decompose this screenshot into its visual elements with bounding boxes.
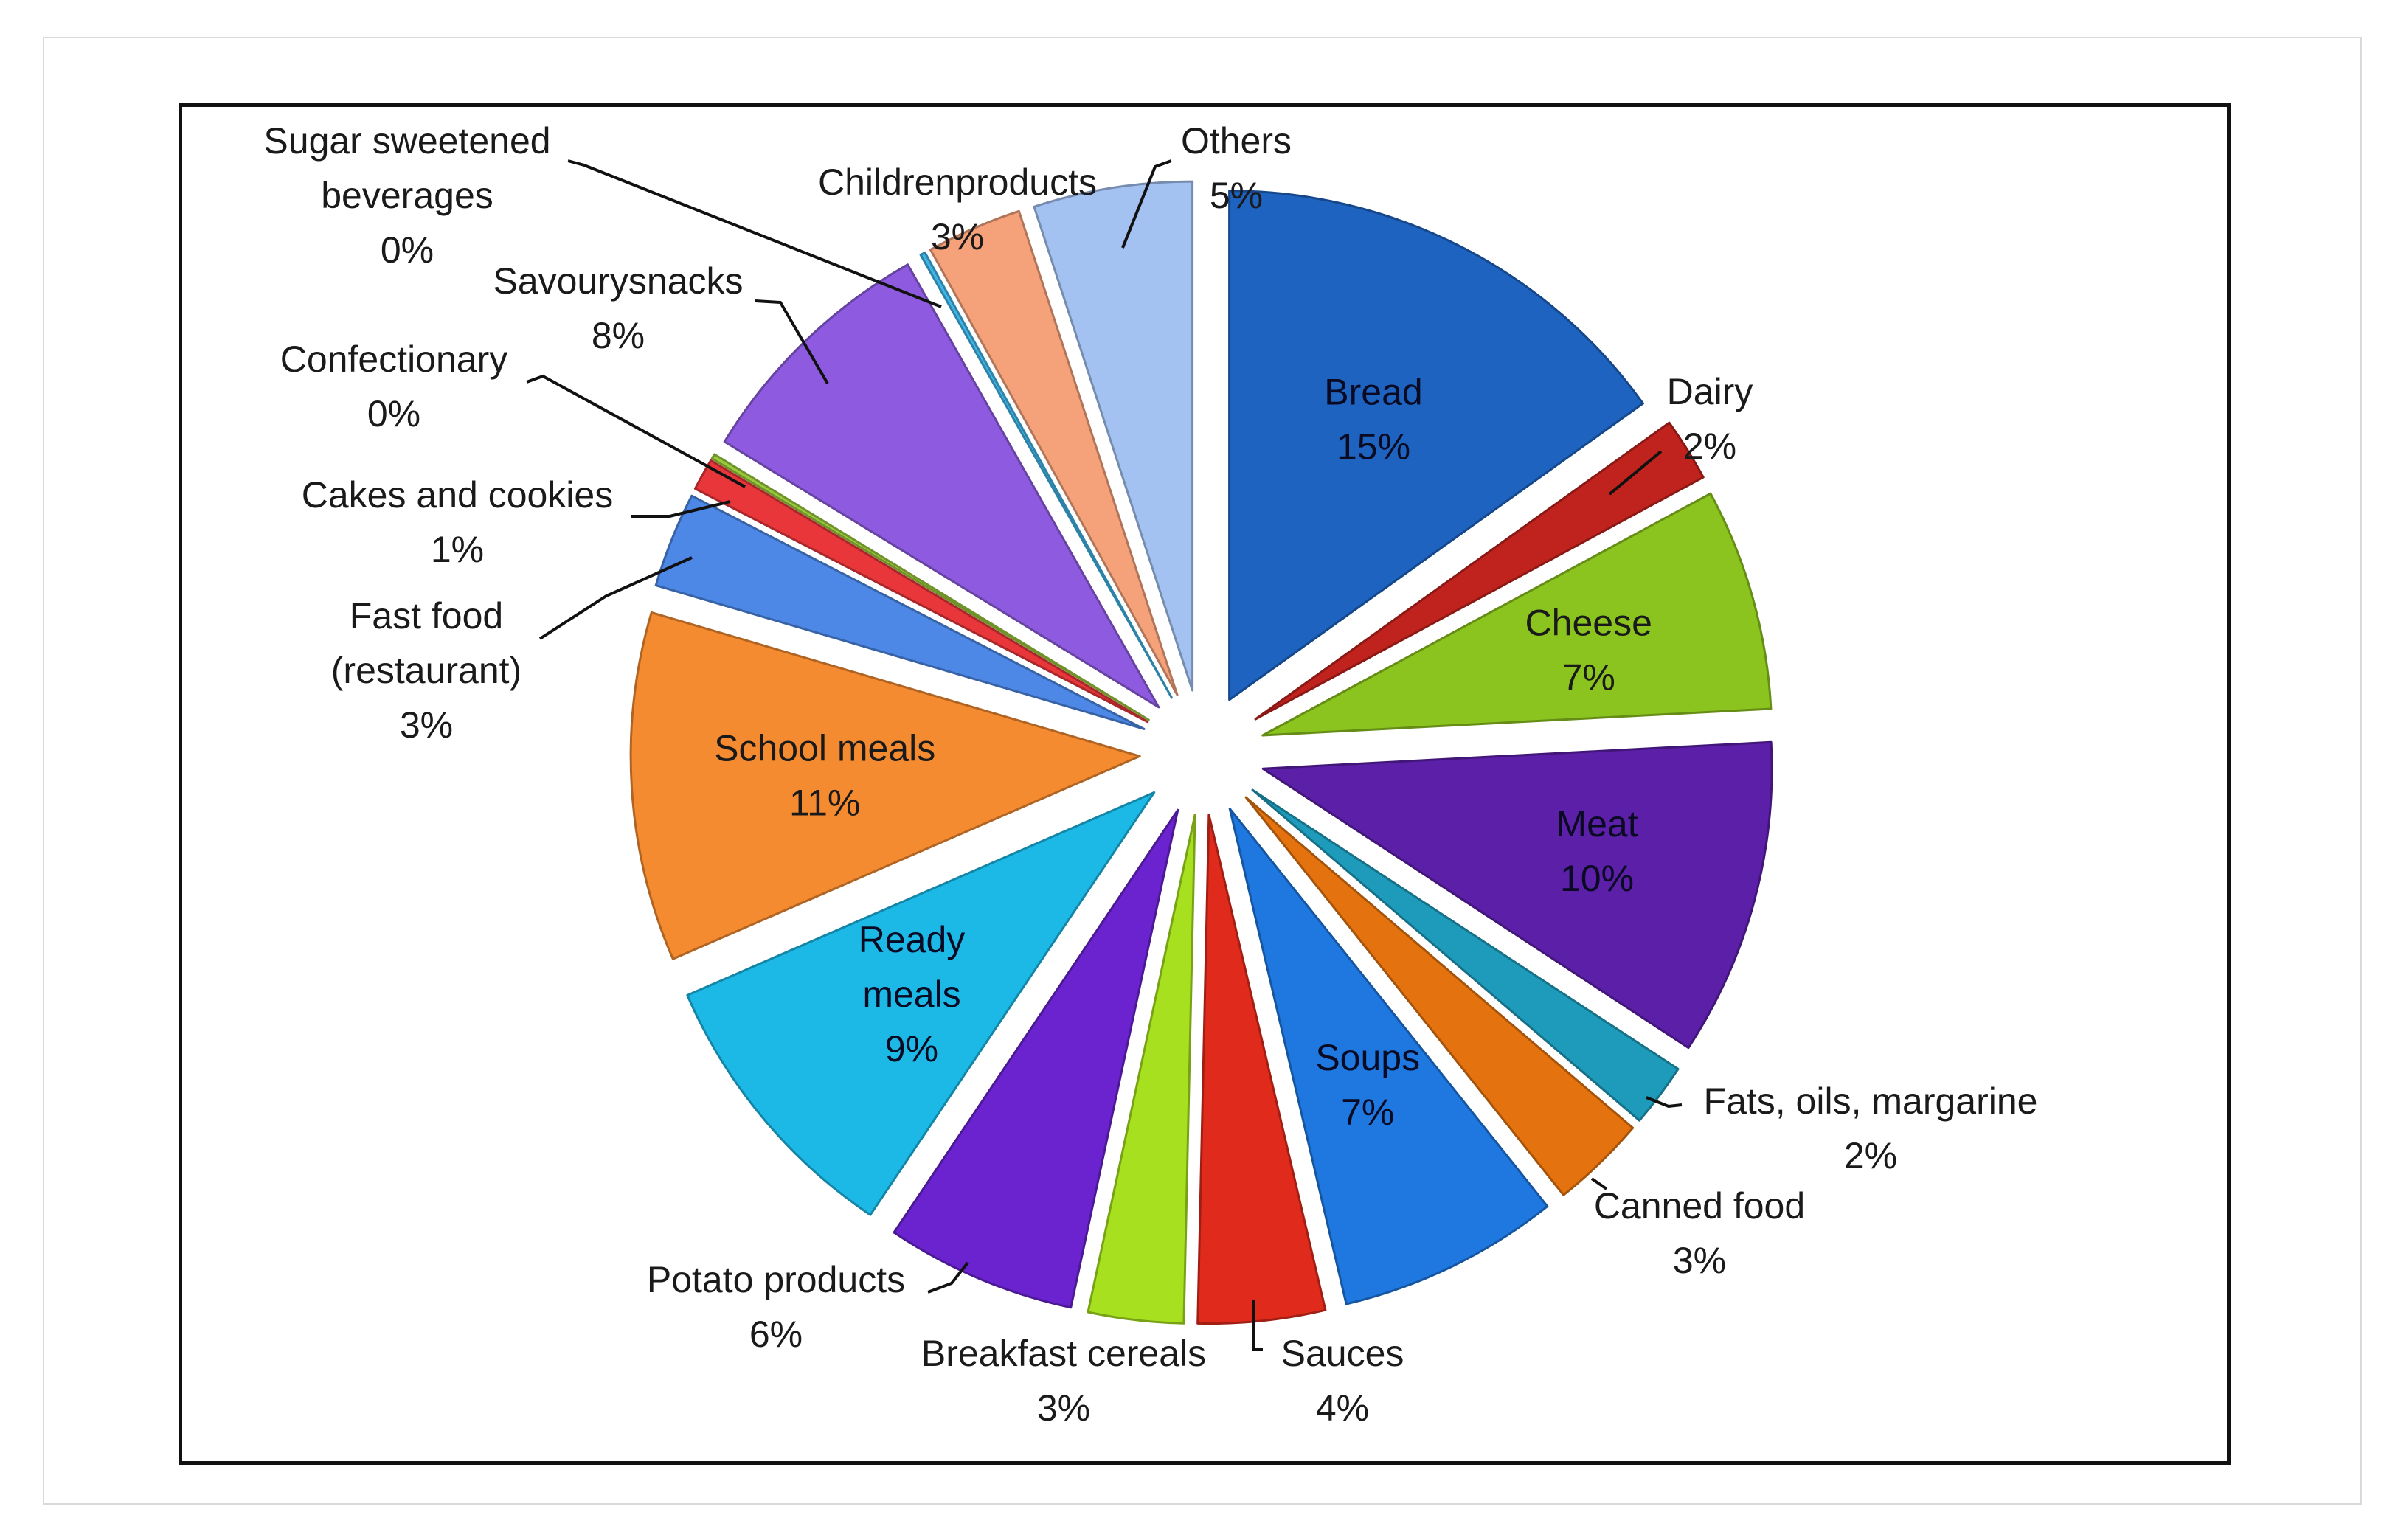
slice-label-potato-products: Potato products 6%: [647, 1259, 905, 1355]
leader-line-canned-food: [1590, 1177, 1608, 1190]
pie-slice-soups: [1228, 807, 1549, 1305]
slice-label-sauces: Sauces 4%: [1281, 1333, 1404, 1429]
pie-slice-canned-food: [1244, 796, 1635, 1196]
slice-label-childrenproducts: Childrenproducts 3%: [818, 162, 1097, 257]
figure-border: [43, 37, 2362, 1505]
slice-label-fast-food-restaurant: Fast food (restaurant) 3%: [331, 595, 522, 746]
pie-slice-others: [1033, 180, 1194, 692]
pie-slice-potato-products: [893, 808, 1179, 1309]
pie-slice-breakfast-cereals: [1087, 813, 1196, 1325]
slice-label-ready-meals: Ready meals 9%: [859, 919, 966, 1069]
pie-slice-school-meals: [629, 611, 1141, 960]
slice-label-school-meals: School meals 11%: [714, 728, 935, 824]
slice-label-savourysnacks: Savourysnacks 8%: [493, 260, 743, 356]
slice-label-dairy: Dairy 2%: [1667, 371, 1753, 467]
leader-line-confectionary: [526, 374, 746, 488]
slice-label-others: Others 5%: [1181, 120, 1292, 216]
leader-line-fast-food-restaurant: [538, 556, 693, 640]
pie-slice-childrenproducts: [929, 209, 1179, 696]
slice-label-fats-oils-margarine: Fats, oils, margarine 2%: [1704, 1081, 2038, 1176]
slice-labels: Bread 15% Dairy 2% Cheese 7% Meat 10% Fats, oils…: [263, 120, 2037, 1429]
pie-slice-fast-food-restaurant: [654, 494, 1146, 730]
chart-frame: [179, 103, 2231, 1465]
slice-label-canned-food: Canned food 3%: [1594, 1185, 1805, 1281]
leader-line-dairy: [1608, 450, 1663, 496]
pie-slice-confectionary: [710, 453, 1150, 721]
pie-slice-cheese: [1261, 492, 1773, 737]
leader-line-sauces: [1252, 1300, 1263, 1351]
pie-slice-bread: [1228, 190, 1644, 701]
pie-slice-fats-oils-margarine: [1251, 788, 1680, 1122]
pie-slice-meat: [1261, 740, 1773, 1050]
pie-slice-ready-meals: [686, 791, 1156, 1216]
pie-slice-sugar-sweetened-beverages: [919, 251, 1173, 699]
pie-slice-sauces: [1196, 814, 1327, 1325]
leader-line-sugar-sweetened-beverages: [567, 159, 942, 308]
pie-slice-dairy: [1254, 421, 1705, 721]
slice-label-confectionary: Confectionary 0%: [280, 339, 508, 434]
leader-line-fats-oils-margarine: [1646, 1096, 1683, 1109]
slice-label-meat: Meat 10%: [1556, 803, 1638, 899]
slice-label-breakfast-cereals: Breakfast cereals 3%: [921, 1333, 1206, 1429]
slice-label-cheese: Cheese 7%: [1525, 602, 1652, 698]
leader-lines: [526, 159, 1683, 1351]
pie-slices: [629, 180, 1773, 1325]
leader-line-potato-products: [927, 1261, 969, 1294]
leader-line-savourysnacks: [755, 299, 829, 385]
leader-line-cakes-and-cookies: [631, 500, 731, 518]
pie-slice-cakes-and-cookies: [693, 459, 1149, 724]
slice-label-cakes-and-cookies: Cakes and cookies 1%: [302, 474, 613, 570]
slice-label-bread: Bread 15%: [1324, 371, 1422, 467]
slice-label-soups: Soups 7%: [1315, 1037, 1420, 1133]
slice-label-sugar-sweetened-beverages: Sugar sweetened beverages 0%: [263, 120, 550, 271]
leader-line-others: [1121, 159, 1172, 249]
